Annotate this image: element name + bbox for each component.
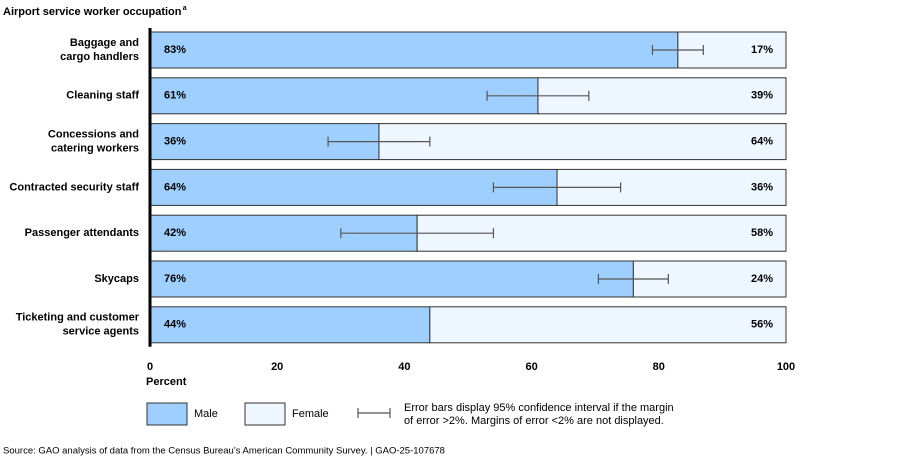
source: Source: GAO analysis of data from the Ce…	[3, 446, 445, 457]
y-tick-label: Concessions and	[48, 129, 139, 141]
legend-swatch	[146, 402, 188, 426]
y-tick-label: service agents	[63, 326, 139, 338]
x-tick-label: 20	[271, 361, 283, 373]
legend-note: Error bars display 95% confidence interv…	[404, 402, 674, 414]
legend-swatch	[244, 402, 286, 426]
error-bar	[651, 45, 704, 55]
chart-title: Airport service worker occupation	[3, 6, 182, 18]
x-tick-label: 100	[777, 361, 795, 373]
x-axis-label: Percent	[146, 376, 187, 388]
bar	[378, 123, 787, 161]
value-label: 42%	[164, 227, 186, 239]
bar	[416, 214, 787, 252]
legend-note: of error >2%. Margins of error <2% are n…	[404, 415, 664, 427]
bar	[149, 168, 558, 206]
bar	[429, 306, 787, 344]
value-label: 44%	[164, 319, 186, 331]
y-tick-label: catering workers	[51, 143, 139, 155]
x-tick-label: 60	[525, 361, 537, 373]
y-tick-label: Cleaning staff	[66, 90, 139, 102]
value-label: 61%	[164, 90, 186, 102]
bar	[149, 77, 539, 115]
y-tick-label: Ticketing and customer	[16, 312, 140, 324]
value-label: 36%	[751, 181, 773, 193]
error-bar	[492, 182, 622, 193]
x-tick-label: 0	[147, 361, 153, 373]
value-label: 56%	[751, 319, 773, 331]
legend-label: Male	[194, 408, 218, 420]
legend-label: Female	[292, 408, 329, 420]
bar	[149, 31, 679, 69]
legend-errorbar-icon	[357, 408, 391, 418]
y-tick-label: Passenger attendants	[25, 227, 139, 239]
value-label: 64%	[164, 181, 186, 193]
bar	[149, 260, 634, 298]
value-label: 64%	[751, 136, 773, 148]
y-tick-label: Skycaps	[94, 273, 139, 285]
value-label: 83%	[164, 44, 186, 56]
value-label: 58%	[751, 227, 773, 239]
y-tick-label: Baggage and	[70, 37, 139, 49]
error-bar	[340, 228, 495, 239]
error-bar	[597, 274, 669, 284]
y-tick-label: cargo handlers	[60, 51, 139, 63]
title-marker: a	[183, 5, 187, 12]
x-tick-label: 80	[653, 361, 665, 373]
value-label: 39%	[751, 90, 773, 102]
error-bar	[486, 90, 590, 101]
y-tick-label: Contracted security staff	[9, 181, 139, 193]
value-label: 24%	[751, 273, 773, 285]
value-label: 76%	[164, 273, 186, 285]
x-tick-label: 40	[398, 361, 410, 373]
bar	[149, 306, 431, 344]
value-label: 17%	[751, 44, 773, 56]
error-bar	[327, 136, 431, 147]
value-label: 36%	[164, 136, 186, 148]
